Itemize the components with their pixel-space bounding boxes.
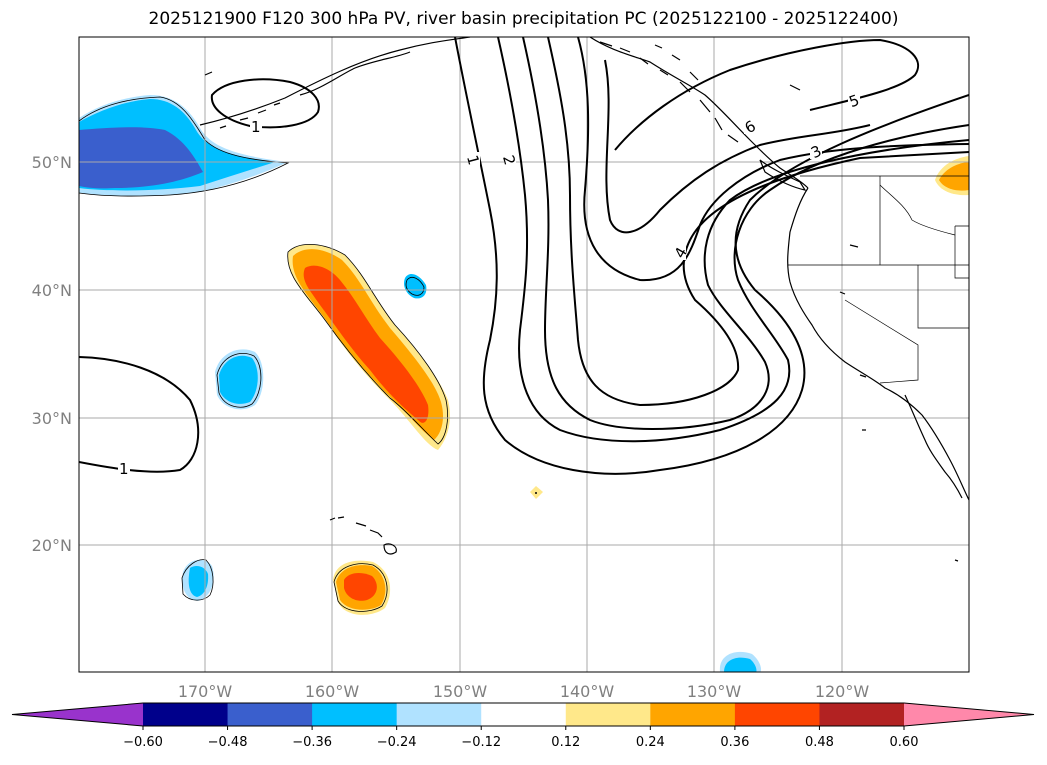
negative-pc-bottom-blob — [719, 651, 762, 672]
colorbar-segment — [819, 703, 905, 726]
positive-pc-hawaii — [333, 560, 391, 615]
political-borders — [788, 175, 969, 384]
lon-tick-170w: 170°W — [178, 682, 233, 701]
colorbar-tick-label: −0.12 — [461, 735, 501, 750]
positive-pc-subtropical-band — [287, 243, 450, 450]
colorbar-segment — [565, 703, 651, 726]
negative-pc-south-pacific — [181, 559, 214, 601]
colorbar-segment — [734, 703, 820, 726]
coastlines — [199, 37, 969, 562]
colorbar-segment — [481, 703, 567, 726]
colorbar-tick-label: 0.36 — [720, 735, 749, 750]
lon-tick-150w: 150°W — [433, 682, 488, 701]
contour-label-pv1: 1 — [463, 153, 483, 167]
lon-tick-120w: 120°W — [815, 682, 870, 701]
lon-tick-140w: 140°W — [560, 682, 615, 701]
colorbar-segment — [227, 703, 313, 726]
colorbar-segment — [312, 703, 398, 726]
longitude-tick-labels: 170°W 160°W 150°W 140°W 130°W 120°W — [178, 682, 870, 701]
colorbar-tick-label: 0.60 — [890, 735, 919, 750]
contour-label-aleutian: 1 — [251, 118, 261, 136]
colorbar: −0.60 −0.48 −0.36 −0.24 −0.12 0.12 0.24 0.36 0.4… — [11, 702, 1035, 750]
colorbar-segment — [650, 703, 736, 726]
map-title: 2025121900 F120 300 hPa PV, river basin … — [148, 9, 899, 29]
contour-label-pv2: 2 — [499, 153, 519, 167]
lat-tick-50n: 50°N — [32, 153, 72, 172]
colorbar-tick-label: −0.60 — [123, 735, 163, 750]
colorbar-tick-label: −0.36 — [292, 735, 332, 750]
colorbar-tick-label: 0.24 — [636, 735, 665, 750]
map-frame — [78, 36, 970, 673]
latitude-tick-labels: 50°N 40°N 30°N 20°N — [32, 153, 72, 555]
contour-label-west: 1 — [119, 460, 129, 478]
lat-tick-30n: 30°N — [32, 409, 72, 428]
pv-contours — [79, 37, 969, 475]
colorbar-extend-high — [904, 703, 1034, 726]
lat-tick-40n: 40°N — [32, 281, 72, 300]
negative-pc-small-blob — [404, 274, 427, 299]
lat-tick-20n: 20°N — [32, 536, 72, 555]
negative-pc-aleutian-region — [79, 95, 290, 197]
colorbar-tick-label: −0.24 — [377, 735, 417, 750]
negative-pc-central-pacific — [215, 349, 264, 410]
lon-tick-130w: 130°W — [687, 682, 742, 701]
colorbar-tick-label: 0.12 — [551, 735, 580, 750]
colorbar-segment — [396, 703, 482, 726]
pv-contour-labels: 1 1 1 2 4 6 3 5 — [118, 91, 862, 478]
colorbar-extend-low — [12, 703, 143, 726]
hawaiian-islands — [329, 516, 397, 555]
colorbar-tick-label: 0.48 — [805, 735, 834, 750]
colorbar-tick-label: −0.48 — [208, 735, 248, 750]
colorbar-segment — [143, 703, 229, 726]
lon-tick-160w: 160°W — [305, 682, 360, 701]
